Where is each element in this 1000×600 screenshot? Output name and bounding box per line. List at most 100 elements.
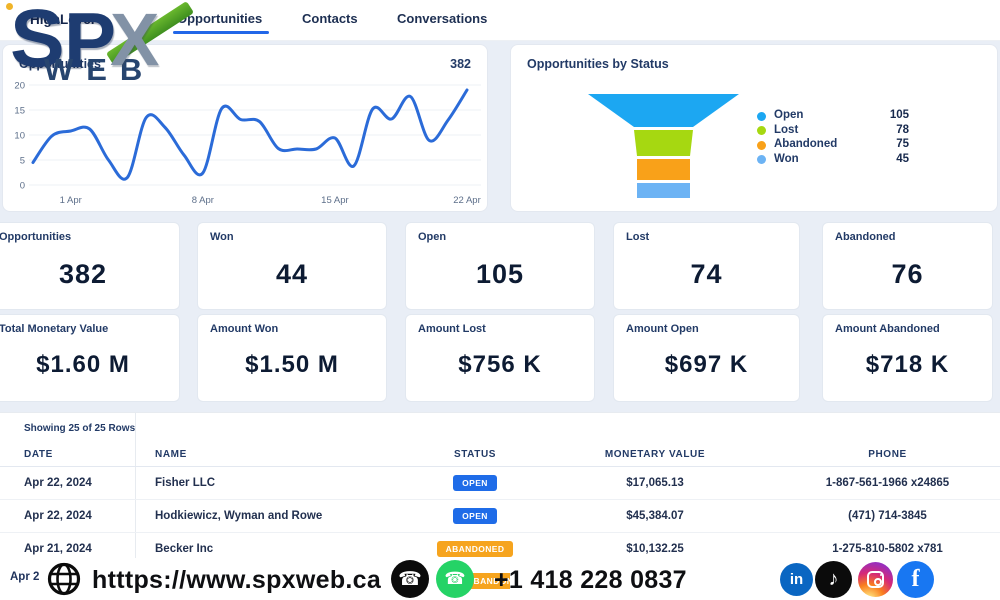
row-count-status: Showing 25 of 25 Rows bbox=[24, 423, 136, 434]
stat-card-amount-won: Amount Won $1.50 M bbox=[197, 314, 387, 402]
status-badge: OPEN bbox=[453, 475, 497, 491]
svg-text:8 Apr: 8 Apr bbox=[192, 195, 214, 206]
stat-value: $1.60 M bbox=[36, 351, 130, 378]
legend-value: 75 bbox=[896, 138, 909, 150]
instagram-icon[interactable] bbox=[858, 562, 893, 597]
svg-text:5: 5 bbox=[20, 156, 25, 167]
spx-web-logo: S P X WEB bbox=[4, 0, 204, 125]
crm-brand: HighLevel bbox=[30, 12, 95, 27]
opportunities-line-chart: 0 5 10 15 20 1 Apr 8 Apr 15 Apr 22 Apr bbox=[14, 81, 481, 206]
linkedin-icon[interactable]: in bbox=[780, 563, 813, 596]
stat-value: 74 bbox=[690, 259, 723, 289]
occluded-row-date: Apr 2 bbox=[10, 571, 40, 583]
cell-monetary-value: $10,132.25 bbox=[626, 543, 684, 555]
active-tab-indicator bbox=[173, 31, 269, 34]
stat-value: $1.50 M bbox=[245, 351, 339, 378]
tab-contacts[interactable]: Contacts bbox=[302, 11, 358, 26]
legend-value: 105 bbox=[889, 109, 909, 121]
svg-text:10: 10 bbox=[14, 131, 25, 142]
legend-label: Abandoned bbox=[774, 138, 838, 150]
funnel-segment-abandoned bbox=[637, 159, 690, 180]
stat-value: 76 bbox=[891, 259, 924, 289]
stat-card-abandoned: Abandoned 76 bbox=[822, 222, 993, 310]
stat-value: $697 K bbox=[664, 351, 749, 378]
legend-dot-lost bbox=[757, 126, 766, 135]
funnel-segment-won bbox=[637, 183, 690, 198]
stat-label: Opportunities bbox=[0, 231, 72, 243]
stat-value: 44 bbox=[275, 259, 309, 289]
whatsapp-icon[interactable]: ☎ bbox=[436, 560, 474, 598]
stat-label: Open bbox=[418, 231, 447, 243]
logo-dot-icon bbox=[6, 3, 13, 10]
stat-value: $718 K bbox=[865, 351, 950, 378]
legend-value: 78 bbox=[896, 123, 909, 136]
stat-card-lost: Lost 74 bbox=[613, 222, 800, 310]
column-header-monetary-value: MONETARY VALUE bbox=[604, 449, 706, 460]
legend-item-won: Won 45 bbox=[757, 153, 909, 168]
legend-label: Lost bbox=[774, 123, 799, 136]
cell-phone: (471) 714-3845 bbox=[848, 510, 927, 522]
logo-letter-p: P bbox=[64, 0, 117, 84]
column-header-status: STATUS bbox=[453, 449, 497, 460]
status-badge: OPEN bbox=[453, 508, 497, 524]
stat-label: Amount Abandoned bbox=[835, 323, 940, 335]
legend-value: 45 bbox=[896, 152, 909, 165]
svg-text:0: 0 bbox=[20, 181, 25, 192]
svg-text:1 Apr: 1 Apr bbox=[60, 195, 82, 206]
logo-letter-s: S bbox=[10, 0, 65, 84]
stat-label: Lost bbox=[626, 231, 650, 243]
legend-dot-open bbox=[757, 111, 766, 121]
cell-monetary-value: $17,065.13 bbox=[626, 477, 684, 489]
table-row[interactable]: Apr 22, 2024 Fisher LLC OPEN $17,065.13 … bbox=[0, 467, 1000, 500]
legend-label: Open bbox=[774, 109, 804, 121]
line-chart-title: Opportunities bbox=[19, 57, 101, 71]
tiktok-icon[interactable]: ♪ bbox=[815, 561, 852, 598]
status-badge: ABANDONED bbox=[436, 541, 514, 557]
funnel-chart-title: Opportunities by Status bbox=[527, 57, 669, 71]
stat-card-total-monetary-value: Total Monetary Value $1.60 M bbox=[0, 314, 180, 402]
stat-value: 382 bbox=[58, 259, 108, 289]
funnel-segment-open bbox=[588, 94, 739, 127]
stat-value: 105 bbox=[475, 259, 525, 289]
cell-date: Apr 22, 2024 bbox=[24, 510, 92, 522]
contact-footer-bar: Apr 2 ABANDONED htttps://www.spxweb.ca ☎… bbox=[0, 558, 1000, 600]
legend-item-open: Open 105 bbox=[757, 109, 909, 124]
stat-label: Amount Won bbox=[210, 323, 279, 335]
opportunities-by-status-card: Opportunities by Status Open 105 Lost 78… bbox=[510, 44, 998, 212]
column-header-date: DATE bbox=[24, 449, 53, 460]
stat-card-amount-abandoned: Amount Abandoned $718 K bbox=[822, 314, 993, 402]
svg-text:20: 20 bbox=[14, 81, 25, 92]
instagram-camera-glyph bbox=[867, 571, 884, 588]
facebook-icon[interactable]: f bbox=[897, 561, 934, 598]
stat-value: $756 K bbox=[458, 351, 542, 378]
tab-opportunities[interactable]: Opportunities bbox=[177, 11, 263, 26]
website-link[interactable]: htttps://www.spxweb.ca bbox=[92, 566, 382, 594]
stat-card-amount-open: Amount Open $697 K bbox=[613, 314, 800, 402]
legend-dot-abandoned bbox=[757, 140, 766, 150]
logo-letter-x: X bbox=[110, 0, 160, 81]
tab-conversations[interactable]: Conversations bbox=[397, 11, 488, 26]
table-header: DATE NAME STATUS MONETARY VALUE PHONE bbox=[0, 443, 1000, 467]
cell-date: Apr 21, 2024 bbox=[24, 543, 92, 555]
stat-label: Amount Lost bbox=[418, 323, 486, 335]
date-column-divider bbox=[135, 413, 136, 600]
stat-card-won: Won 44 bbox=[197, 222, 387, 310]
table-row[interactable]: Apr 22, 2024 Hodkiewicz, Wyman and Rowe … bbox=[0, 500, 1000, 533]
legend-label: Won bbox=[774, 152, 799, 165]
legend-item-abandoned: Abandoned 75 bbox=[757, 138, 909, 153]
legend-dot-won bbox=[757, 155, 766, 164]
svg-text:15 Apr: 15 Apr bbox=[321, 195, 348, 206]
cell-monetary-value: $45,384.07 bbox=[626, 510, 684, 522]
stat-label: Abandoned bbox=[835, 231, 896, 243]
stat-card-amount-lost: Amount Lost $756 K bbox=[405, 314, 595, 402]
opportunities-line-chart-card: Opportunities 382 0 5 10 15 20 1 Apr 8 Apr 15 A… bbox=[2, 44, 488, 212]
status-funnel-chart bbox=[588, 94, 739, 198]
cell-date: Apr 22, 2024 bbox=[24, 477, 92, 489]
column-header-name: NAME bbox=[155, 449, 187, 460]
legend-item-lost: Lost 78 bbox=[757, 124, 909, 139]
cell-phone: 1-275-810-5802 x781 bbox=[832, 543, 943, 555]
stat-label: Total Monetary Value bbox=[0, 323, 109, 335]
funnel-segment-lost bbox=[634, 130, 693, 156]
phone-number-link[interactable]: +1 418 228 0837 bbox=[494, 566, 687, 594]
